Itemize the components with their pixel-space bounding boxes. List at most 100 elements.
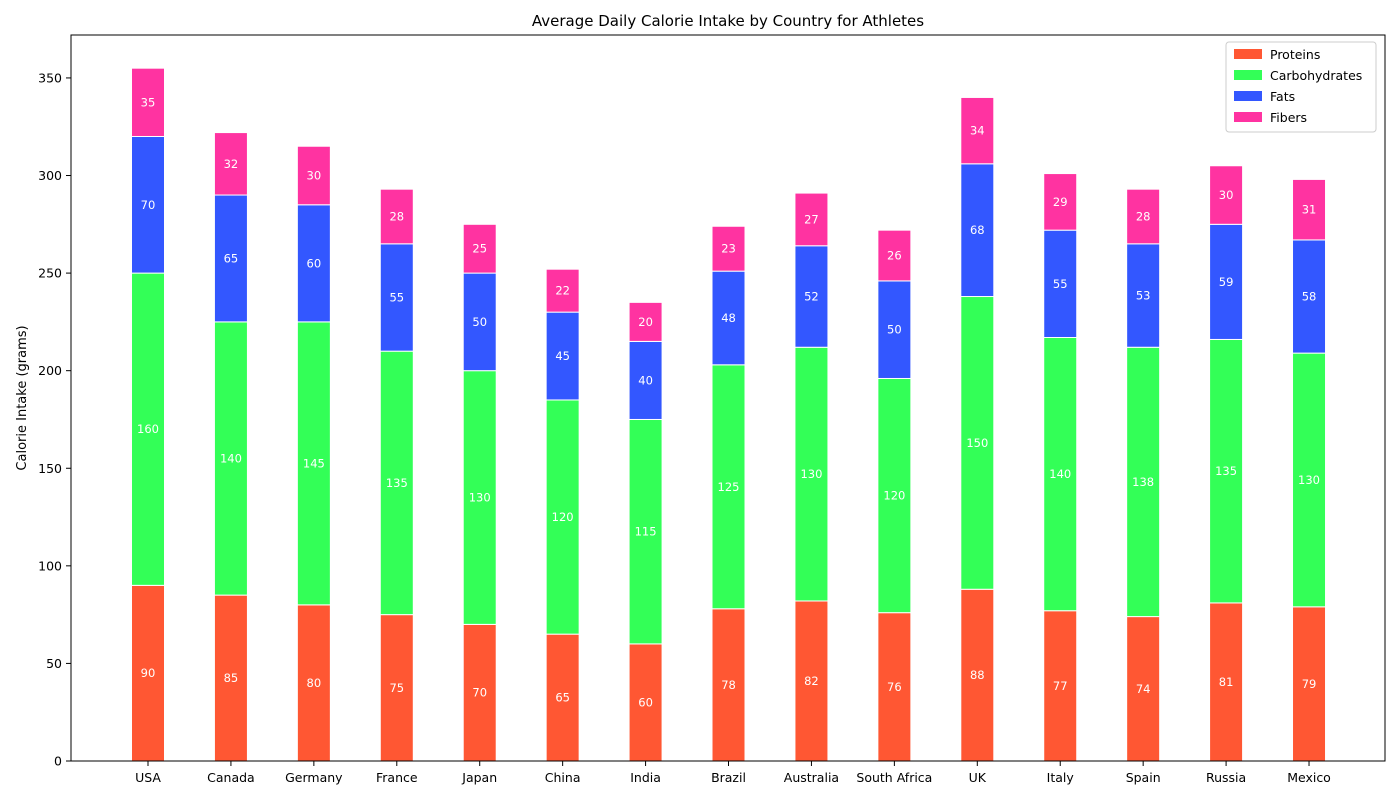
data-label: 135 xyxy=(1215,464,1237,478)
x-tick-label: France xyxy=(376,770,418,785)
data-label: 125 xyxy=(718,480,740,494)
x-tick-label: South Africa xyxy=(856,770,932,785)
data-label: 29 xyxy=(1053,195,1068,209)
bar-segment-fats-germany xyxy=(296,204,331,323)
x-tick-label: Italy xyxy=(1047,770,1075,785)
data-label: 20 xyxy=(638,315,653,329)
y-tick-label: 300 xyxy=(38,168,62,183)
bar-segment-fats-australia xyxy=(794,245,829,348)
data-label: 58 xyxy=(1302,290,1317,304)
bar-segment-proteins-usa xyxy=(131,584,165,762)
bar-segment-fibers-mexico xyxy=(1292,178,1327,241)
x-tick-label: Russia xyxy=(1206,770,1246,785)
data-label: 31 xyxy=(1302,203,1317,217)
bar-segment-fibers-brazil xyxy=(711,225,746,272)
legend-swatch-proteins xyxy=(1234,49,1262,59)
bar-segment-carbohydrates-usa xyxy=(131,272,165,586)
data-label: 32 xyxy=(224,157,239,171)
data-label: 82 xyxy=(804,674,819,688)
bar-segment-fibers-australia xyxy=(794,192,829,247)
data-label: 79 xyxy=(1302,677,1317,691)
data-label: 30 xyxy=(1219,188,1234,202)
data-label: 130 xyxy=(800,467,822,481)
bar-segment-proteins-china xyxy=(545,633,580,762)
x-tick-label: UK xyxy=(969,770,987,785)
data-label: 50 xyxy=(472,315,487,329)
data-label: 76 xyxy=(887,680,902,694)
legend: Proteins Carbohydrates Fats Fibers xyxy=(1225,41,1377,133)
x-tick-label: Brazil xyxy=(711,770,746,785)
data-label: 140 xyxy=(220,452,242,466)
bar-segment-carbohydrates-spain xyxy=(1126,346,1161,618)
data-label: 45 xyxy=(555,349,570,363)
data-label: 130 xyxy=(1298,473,1320,487)
data-label: 60 xyxy=(307,256,322,270)
data-label: 23 xyxy=(721,242,736,256)
y-tick-label: 200 xyxy=(38,363,62,378)
bar-segment-fats-china xyxy=(545,311,580,401)
data-label: 138 xyxy=(1132,475,1154,489)
bar-segment-proteins-spain xyxy=(1126,616,1161,762)
x-tick-label: Australia xyxy=(784,770,839,785)
bar-segment-carbohydrates-russia xyxy=(1209,338,1244,604)
data-label: 34 xyxy=(970,124,985,138)
chart-title: Average Daily Calorie Intake by Country … xyxy=(532,12,924,30)
bar-segment-proteins-japan xyxy=(462,623,497,762)
data-label: 75 xyxy=(389,681,404,695)
legend-label-fibers: Fibers xyxy=(1270,110,1307,125)
data-label: 65 xyxy=(555,691,570,705)
data-label: 130 xyxy=(469,491,491,505)
legend-swatch-carbohydrates xyxy=(1234,70,1262,80)
legend-swatch-fibers xyxy=(1234,112,1262,122)
data-label: 70 xyxy=(472,686,487,700)
data-label: 145 xyxy=(303,456,325,470)
bar-segment-proteins-india xyxy=(628,643,663,762)
legend-label-fats: Fats xyxy=(1270,89,1295,104)
data-label: 27 xyxy=(804,212,819,226)
bar-segment-fats-mexico xyxy=(1292,239,1327,354)
y-axis-label: Calorie Intake (grams) xyxy=(15,325,30,470)
legend-label-proteins: Proteins xyxy=(1270,47,1320,62)
data-label: 160 xyxy=(137,422,159,436)
data-label: 28 xyxy=(389,210,404,224)
bar-segment-carbohydrates-germany xyxy=(296,321,331,606)
bar-segment-carbohydrates-uk xyxy=(960,296,995,590)
data-label: 140 xyxy=(1049,467,1071,481)
data-label: 40 xyxy=(638,373,653,387)
data-label: 35 xyxy=(141,95,156,109)
bar-segment-fibers-italy xyxy=(1043,173,1078,231)
bar-segment-fibers-japan xyxy=(462,223,497,274)
bar-segment-proteins-russia xyxy=(1209,602,1244,762)
bar-segment-fibers-usa xyxy=(131,67,165,137)
y-tick-label: 0 xyxy=(54,754,62,769)
bar-segment-fibers-canada xyxy=(213,132,248,196)
x-tick-label: India xyxy=(630,770,661,785)
bar-segment-fats-russia xyxy=(1209,223,1244,340)
bar-segment-fats-india xyxy=(628,340,663,420)
x-tick-label: China xyxy=(545,770,581,785)
data-label: 150 xyxy=(966,436,988,450)
legend-box xyxy=(1225,41,1377,133)
data-label: 25 xyxy=(472,242,487,256)
data-label: 55 xyxy=(389,290,404,304)
bar-segment-fats-japan xyxy=(462,272,497,372)
x-tick-label: USA xyxy=(135,770,161,785)
data-label: 26 xyxy=(887,249,902,263)
data-label: 81 xyxy=(1219,675,1234,689)
bar-segment-carbohydrates-japan xyxy=(462,370,497,625)
y-tick-label: 100 xyxy=(38,558,62,573)
bar-segment-carbohydrates-south-africa xyxy=(877,377,912,614)
bar-segment-carbohydrates-canada xyxy=(213,321,248,596)
bar-segment-fibers-india xyxy=(628,301,663,342)
bar-segment-carbohydrates-australia xyxy=(794,346,829,602)
bar-segment-fats-italy xyxy=(1043,229,1078,338)
data-label: 115 xyxy=(635,525,657,539)
bar-segment-fibers-russia xyxy=(1209,165,1244,225)
y-tick-label: 50 xyxy=(46,656,62,671)
data-label: 28 xyxy=(1136,210,1151,224)
data-label: 52 xyxy=(804,290,819,304)
bar-segment-fibers-china xyxy=(545,268,580,313)
data-label: 70 xyxy=(141,198,156,212)
data-label: 88 xyxy=(970,668,985,682)
